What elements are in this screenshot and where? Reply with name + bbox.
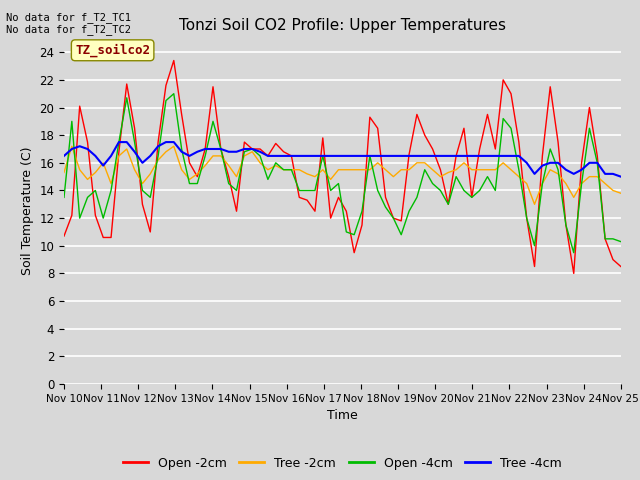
Tree -2cm [147,171,154,177]
Open -4cm [617,239,625,244]
Open -2cm [60,233,68,239]
Open -4cm [60,194,68,200]
Tree -2cm [68,144,76,149]
Open -4cm [586,125,593,131]
Text: No data for f_T2_TC1
No data for f_T2_TC2: No data for f_T2_TC1 No data for f_T2_TC… [6,12,131,36]
Text: TZ_soilco2: TZ_soilco2 [75,44,150,57]
Line: Open -2cm: Open -2cm [64,60,621,274]
Open -4cm [444,202,452,207]
Tree -2cm [444,169,452,175]
Tree -4cm [381,153,389,159]
Y-axis label: Soil Temperature (C): Soil Temperature (C) [20,147,34,276]
Tree -2cm [531,202,538,207]
Open -2cm [586,105,593,110]
Open -4cm [256,153,264,159]
Tree -4cm [256,149,264,155]
Tree -4cm [421,153,429,159]
Tree -2cm [586,174,593,180]
Open -2cm [381,194,389,200]
Open -4cm [421,167,429,173]
Title: Tonzi Soil CO2 Profile: Upper Temperatures: Tonzi Soil CO2 Profile: Upper Temperatur… [179,18,506,33]
Open -4cm [139,188,147,193]
Tree -4cm [147,153,154,159]
Tree -2cm [617,191,625,196]
Open -2cm [170,58,178,63]
Open -4cm [170,91,178,96]
Legend: Open -2cm, Tree -2cm, Open -4cm, Tree -4cm: Open -2cm, Tree -2cm, Open -4cm, Tree -4… [118,452,567,475]
Tree -4cm [202,146,209,152]
Open -2cm [421,132,429,138]
Line: Tree -2cm: Tree -2cm [64,146,621,204]
Tree -4cm [617,174,625,180]
Tree -4cm [60,153,68,159]
Open -2cm [256,146,264,152]
Tree -4cm [444,153,452,159]
Tree -2cm [256,160,264,166]
Open -2cm [570,271,577,276]
Line: Tree -4cm: Tree -4cm [64,142,621,177]
Open -2cm [444,202,452,207]
Open -2cm [617,264,625,269]
Tree -2cm [60,169,68,175]
Tree -2cm [381,167,389,173]
Open -2cm [139,202,147,207]
Open -4cm [381,204,389,210]
X-axis label: Time: Time [327,409,358,422]
Line: Open -4cm: Open -4cm [64,94,621,252]
Tree -4cm [115,139,123,145]
Open -4cm [570,250,577,255]
Tree -2cm [421,160,429,166]
